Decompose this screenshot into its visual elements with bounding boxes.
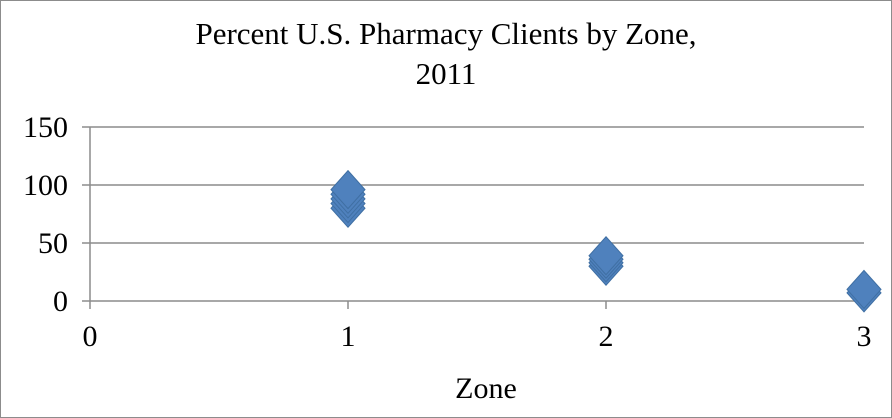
x-tick-label-1: 1: [341, 320, 356, 353]
y-tick-label-50: 50: [38, 227, 68, 260]
y-tick-label-0: 0: [53, 285, 68, 318]
data-point-0-8: [588, 236, 624, 276]
chart-title-line-1: Percent U.S. Pharmacy Clients by Zone,: [195, 16, 696, 51]
data-points: [330, 169, 882, 313]
y-tick-label-100: 100: [23, 169, 68, 202]
chart-title-line-2: 2011: [416, 56, 477, 91]
x-tick-label-0: 0: [83, 320, 98, 353]
gridlines: [90, 126, 864, 244]
x-axis-label: Zone: [455, 372, 517, 405]
y-tick-labels: 0 50 100 150: [23, 111, 68, 318]
x-tick-label-2: 2: [599, 320, 614, 353]
y-tick-label-150: 150: [23, 111, 68, 144]
x-tick-label-3: 3: [857, 320, 872, 353]
data-point-0-10: [846, 269, 882, 310]
data-point-0-4: [330, 169, 366, 210]
x-tick-labels: 0 1 2 3: [83, 320, 872, 353]
axes: [82, 126, 865, 309]
